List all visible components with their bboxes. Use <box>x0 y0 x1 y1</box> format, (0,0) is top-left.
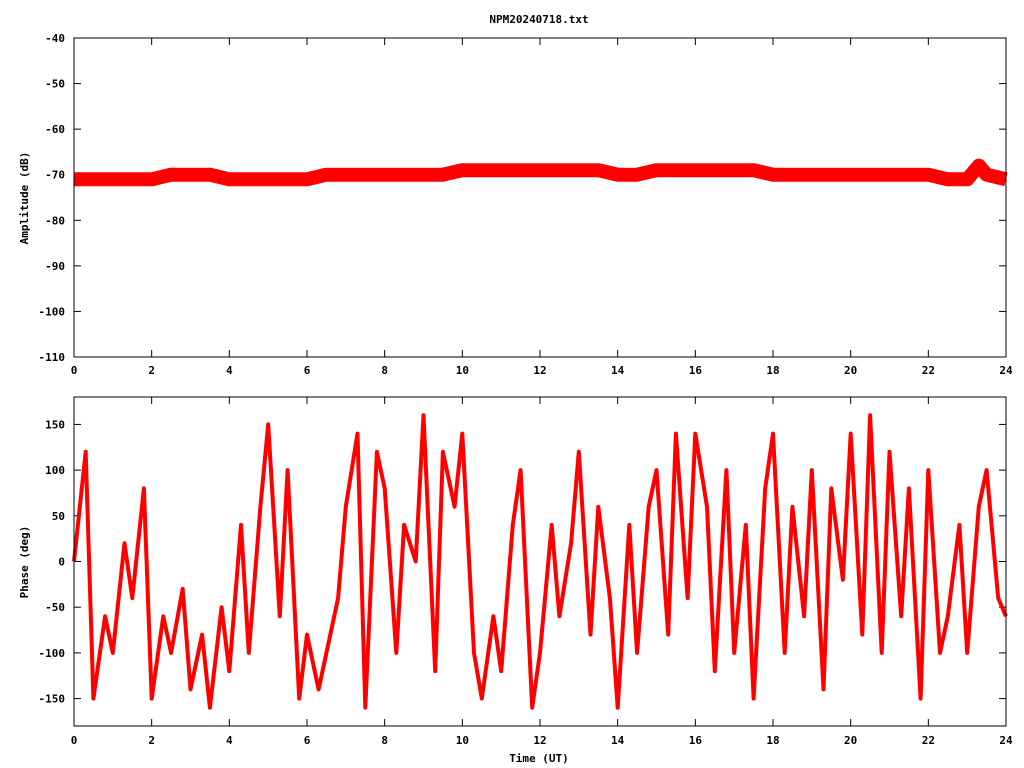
x-tick-label: 8 <box>381 364 388 377</box>
y-tick-label: -90 <box>45 260 65 273</box>
x-tick-label: 14 <box>611 364 625 377</box>
y-tick-label: -60 <box>45 123 65 136</box>
x-tick-label: 4 <box>226 734 233 747</box>
y-tick-label: -110 <box>39 351 66 364</box>
y-tick-label: -150 <box>39 693 66 706</box>
y-tick-label: -40 <box>45 32 65 45</box>
x-tick-label: 24 <box>999 734 1013 747</box>
phase-series-line <box>72 413 1008 710</box>
x-tick-label: 22 <box>922 734 935 747</box>
x-tick-label: 0 <box>71 734 78 747</box>
y-tick-label: -80 <box>45 214 65 227</box>
x-tick-label: 12 <box>533 364 546 377</box>
time-x-axis-label: Time (UT) <box>509 752 569 765</box>
x-tick-label: 16 <box>689 364 703 377</box>
y-tick-label: 0 <box>58 556 65 569</box>
x-tick-label: 2 <box>148 734 155 747</box>
x-tick-label: 18 <box>766 364 779 377</box>
amplitude-y-axis-label: Amplitude (dB) <box>18 152 31 245</box>
x-tick-label: 22 <box>922 364 935 377</box>
x-tick-label: 2 <box>148 364 155 377</box>
x-tick-label: 8 <box>381 734 388 747</box>
x-tick-label: 6 <box>304 364 311 377</box>
x-tick-label: 0 <box>71 364 78 377</box>
x-tick-label: 14 <box>611 734 625 747</box>
x-tick-label: 24 <box>999 364 1013 377</box>
amplitude-series-line <box>74 158 1008 187</box>
x-tick-label: 16 <box>689 734 703 747</box>
x-tick-label: 20 <box>844 364 857 377</box>
y-tick-label: 100 <box>45 464 65 477</box>
y-tick-label: -50 <box>45 78 65 91</box>
amplitude-plot-frame <box>73 37 1007 358</box>
y-tick-label: -100 <box>39 305 66 318</box>
x-tick-label: 12 <box>533 734 546 747</box>
x-tick-label: 6 <box>304 734 311 747</box>
y-tick-label: -70 <box>45 169 65 182</box>
phase-panel: Phase (deg) Time (UT) 0 2 4 6 8 10 12 14 16 18 20 2… <box>18 396 1013 765</box>
y-tick-label: -50 <box>45 601 65 614</box>
phase-series <box>72 413 1008 710</box>
x-tick-label: 18 <box>766 734 779 747</box>
amplitude-ticks: 0 2 4 6 8 10 12 14 16 18 20 22 24-40-50-60-70-80-90-… <box>39 32 1013 377</box>
x-tick-label: 4 <box>226 364 233 377</box>
y-tick-label: -100 <box>39 647 66 660</box>
y-tick-label: 150 <box>45 418 65 431</box>
phase-y-axis-label: Phase (deg) <box>18 526 31 599</box>
x-tick-label: 20 <box>844 734 857 747</box>
amplitude-series <box>74 158 1008 187</box>
phase-plot-frame <box>73 396 1007 727</box>
chart-title: NPM20240718.txt <box>489 13 588 26</box>
x-tick-label: 10 <box>456 734 469 747</box>
phase-ticks: 0 2 4 6 8 10 12 14 16 18 20 22 24150100500-50-100-15… <box>39 397 1013 747</box>
y-tick-label: 50 <box>52 510 65 523</box>
amplitude-panel: NPM20240718.txt Amplitude (dB) 0 2 4 6 8 10 12… <box>18 13 1013 377</box>
x-tick-label: 10 <box>456 364 469 377</box>
